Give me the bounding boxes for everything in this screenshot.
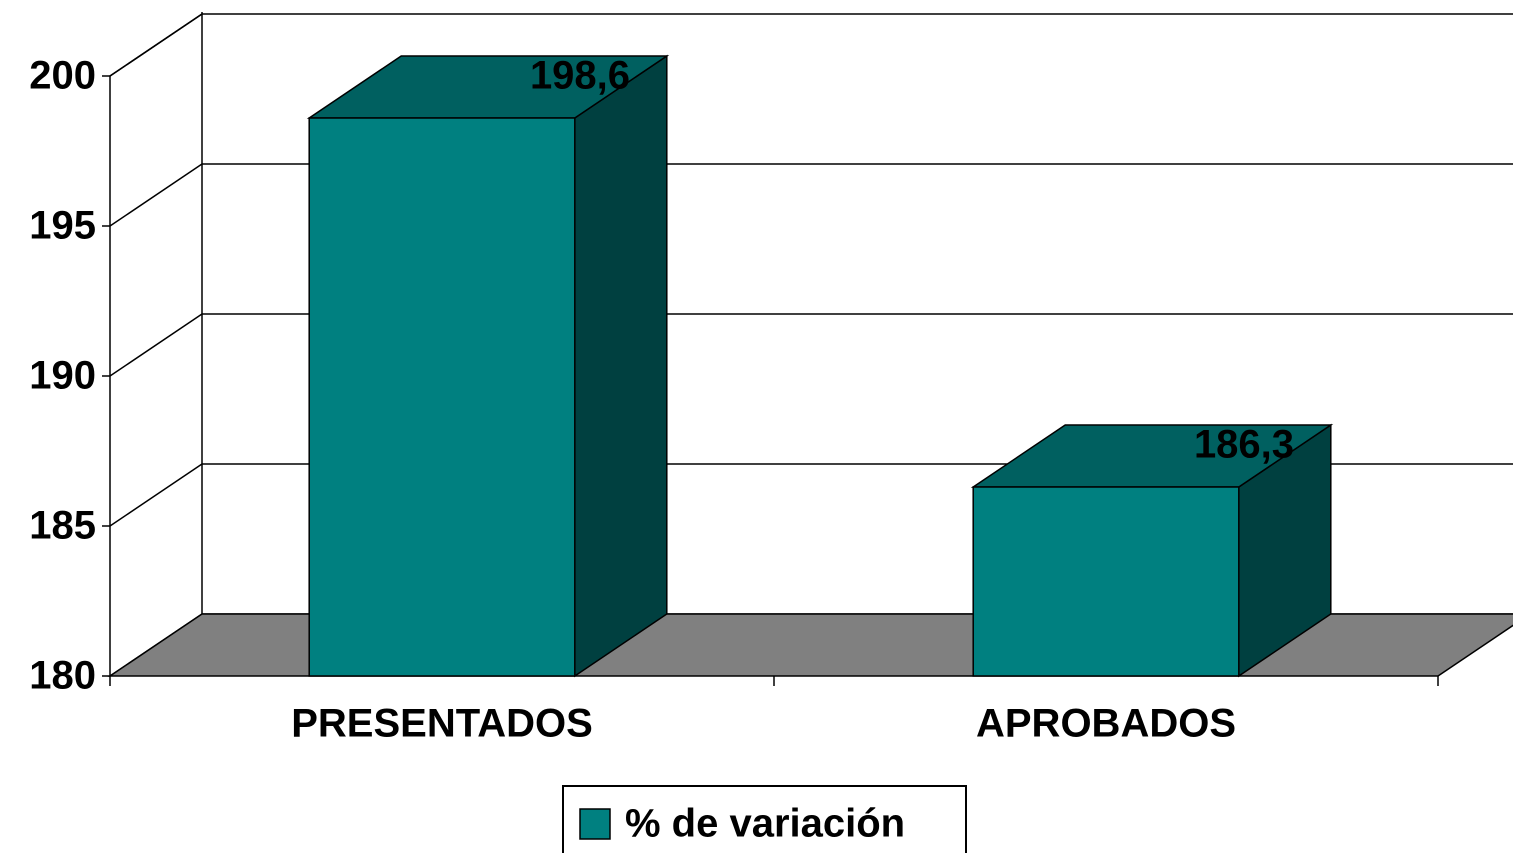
legend-box (562, 785, 967, 853)
y-tick-label: 195 (29, 204, 96, 248)
x-tick-label: PRESENTADOS (291, 702, 593, 746)
value-label: 198,6 (530, 54, 630, 98)
y-tick-label: 190 (29, 354, 96, 398)
bar (308, 117, 576, 677)
legend-label: % de variación (625, 802, 905, 846)
y-tick-label: 185 (29, 504, 96, 548)
x-tick-label: APROBADOS (976, 702, 1236, 746)
grid-line-side (109, 163, 203, 227)
y-tick-label: 200 (29, 54, 96, 98)
grid-line-side (109, 13, 203, 77)
grid-line-side (109, 313, 203, 377)
legend-swatch (579, 808, 611, 840)
grid-line-side (109, 463, 203, 527)
bar-side (574, 54, 668, 678)
y-tick-label: 180 (29, 654, 96, 698)
bar (972, 486, 1240, 677)
value-label: 186,3 (1194, 423, 1294, 467)
